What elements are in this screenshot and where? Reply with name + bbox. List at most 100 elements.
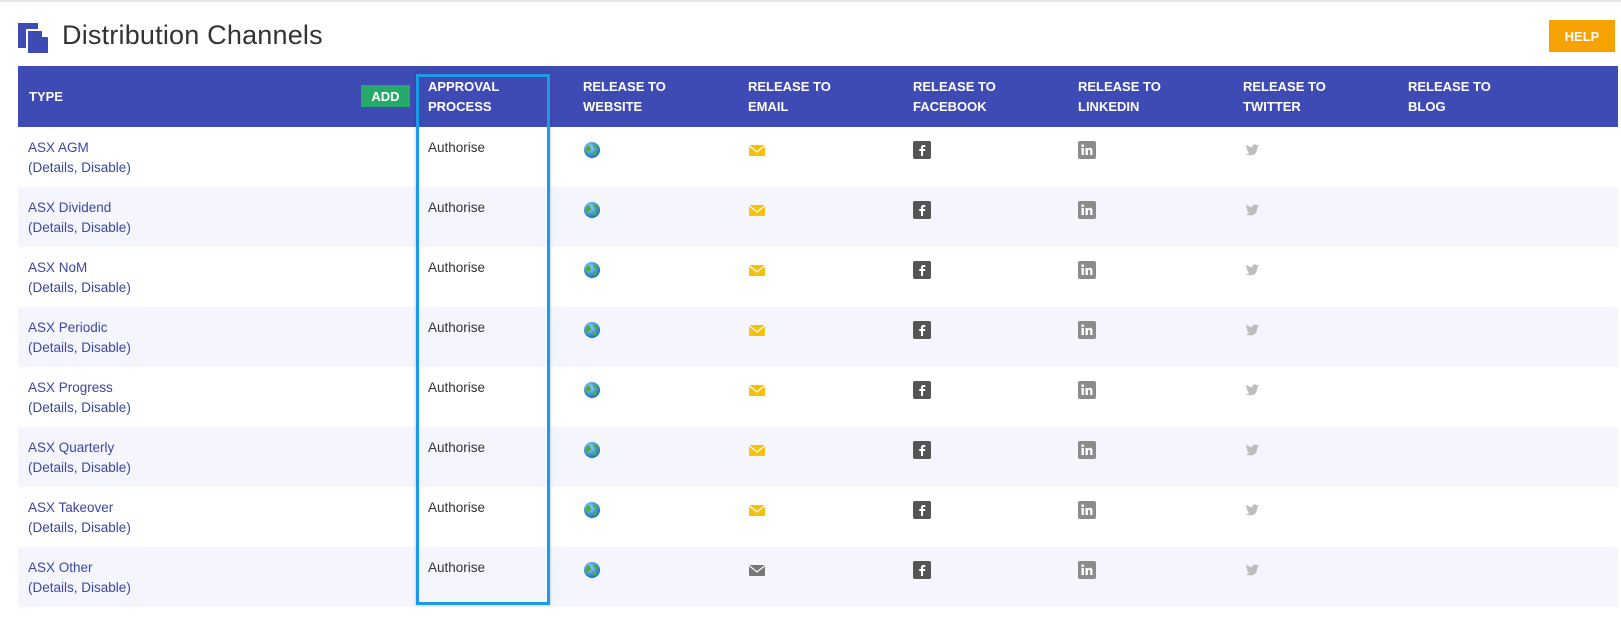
- channel-type-link[interactable]: ASX Dividend: [28, 200, 112, 215]
- table-row: ASX Quarterly (Details, Disable) Authorise: [18, 427, 1618, 487]
- details-link[interactable]: Details: [32, 520, 74, 535]
- approval-process-value: Authorise: [428, 380, 486, 395]
- envelope-icon[interactable]: [748, 565, 766, 582]
- disable-link[interactable]: Disable: [81, 160, 127, 175]
- type-cell: ASX Periodic (Details, Disable): [18, 307, 418, 367]
- disable-link[interactable]: Disable: [81, 520, 127, 535]
- table-row: ASX Dividend (Details, Disable) Authorise: [18, 187, 1618, 247]
- linkedin-cell: [1068, 247, 1233, 307]
- linkedin-icon[interactable]: [1078, 141, 1096, 162]
- envelope-icon[interactable]: [748, 145, 766, 162]
- approval-process-value: Authorise: [428, 260, 486, 275]
- twitter-cell: [1233, 127, 1398, 187]
- page-header: Distribution Channels HELP: [18, 18, 1618, 58]
- approval-cell: Authorise: [418, 187, 573, 247]
- linkedin-icon[interactable]: [1078, 501, 1096, 522]
- channel-type-link[interactable]: ASX NoM: [28, 260, 88, 275]
- disable-link[interactable]: Disable: [81, 220, 127, 235]
- channel-type-link[interactable]: ASX Periodic: [28, 320, 108, 335]
- details-link[interactable]: Details: [32, 340, 74, 355]
- table-row: ASX Takeover (Details, Disable) Authorise: [18, 487, 1618, 547]
- approval-process-value: Authorise: [428, 320, 486, 335]
- facebook-icon[interactable]: [913, 201, 931, 222]
- channel-type-link[interactable]: ASX Takeover: [28, 500, 114, 515]
- type-cell: ASX NoM (Details, Disable): [18, 247, 418, 307]
- website-cell: [573, 487, 738, 547]
- facebook-icon[interactable]: [913, 141, 931, 162]
- envelope-icon[interactable]: [748, 505, 766, 522]
- globe-icon[interactable]: [583, 382, 601, 402]
- envelope-icon[interactable]: [748, 445, 766, 462]
- twitter-cell: [1233, 427, 1398, 487]
- globe-icon[interactable]: [583, 562, 601, 582]
- envelope-icon[interactable]: [748, 325, 766, 342]
- details-link[interactable]: Details: [32, 220, 74, 235]
- details-link[interactable]: Details: [32, 580, 74, 595]
- table-header-row: TYPE ADD APPROVAL PROCESS RELEASE TO WEBSI…: [18, 66, 1618, 127]
- facebook-icon[interactable]: [913, 441, 931, 462]
- linkedin-icon[interactable]: [1078, 321, 1096, 342]
- twitter-icon[interactable]: [1243, 384, 1261, 402]
- linkedin-icon[interactable]: [1078, 441, 1096, 462]
- twitter-icon[interactable]: [1243, 204, 1261, 222]
- twitter-icon[interactable]: [1243, 444, 1261, 462]
- twitter-icon[interactable]: [1243, 264, 1261, 282]
- details-link[interactable]: Details: [32, 400, 74, 415]
- twitter-icon[interactable]: [1243, 504, 1261, 522]
- globe-icon[interactable]: [583, 142, 601, 162]
- disable-link[interactable]: Disable: [81, 340, 127, 355]
- linkedin-icon[interactable]: [1078, 201, 1096, 222]
- channel-type-link[interactable]: ASX AGM: [28, 140, 89, 155]
- twitter-icon[interactable]: [1243, 144, 1261, 162]
- add-button[interactable]: ADD: [361, 85, 410, 107]
- details-link[interactable]: Details: [32, 280, 74, 295]
- linkedin-icon[interactable]: [1078, 381, 1096, 402]
- blog-cell: [1398, 187, 1618, 247]
- website-cell: [573, 547, 738, 607]
- envelope-icon[interactable]: [748, 205, 766, 222]
- email-cell: [738, 307, 903, 367]
- details-link[interactable]: Details: [32, 460, 74, 475]
- globe-icon[interactable]: [583, 442, 601, 462]
- help-button[interactable]: HELP: [1549, 20, 1615, 52]
- facebook-icon[interactable]: [913, 321, 931, 342]
- disable-link[interactable]: Disable: [81, 280, 127, 295]
- twitter-cell: [1233, 367, 1398, 427]
- approval-process-value: Authorise: [428, 200, 486, 215]
- column-header-approval-process: APPROVAL PROCESS: [428, 78, 500, 114]
- facebook-icon[interactable]: [913, 501, 931, 522]
- row-actions: (Details, Disable): [28, 580, 131, 595]
- approval-cell: Authorise: [418, 307, 573, 367]
- row-actions: (Details, Disable): [28, 280, 131, 295]
- facebook-icon[interactable]: [913, 561, 931, 582]
- globe-icon[interactable]: [583, 202, 601, 222]
- linkedin-icon[interactable]: [1078, 561, 1096, 582]
- details-link[interactable]: Details: [32, 160, 74, 175]
- globe-icon[interactable]: [583, 262, 601, 282]
- globe-icon[interactable]: [583, 502, 601, 522]
- facebook-icon[interactable]: [913, 381, 931, 402]
- twitter-cell: [1233, 187, 1398, 247]
- disable-link[interactable]: Disable: [81, 580, 127, 595]
- envelope-icon[interactable]: [748, 265, 766, 282]
- disable-link[interactable]: Disable: [81, 460, 127, 475]
- blog-cell: [1398, 487, 1618, 547]
- column-header-release-to-twitter: RELEASE TO TWITTER: [1243, 78, 1326, 114]
- disable-link[interactable]: Disable: [81, 400, 127, 415]
- globe-icon[interactable]: [583, 322, 601, 342]
- twitter-icon[interactable]: [1243, 564, 1261, 582]
- facebook-cell: [903, 547, 1068, 607]
- linkedin-icon[interactable]: [1078, 261, 1096, 282]
- twitter-icon[interactable]: [1243, 324, 1261, 342]
- website-cell: [573, 187, 738, 247]
- channel-type-link[interactable]: ASX Quarterly: [28, 440, 115, 455]
- column-header-release-to-facebook: RELEASE TO FACEBOOK: [913, 78, 996, 114]
- linkedin-cell: [1068, 427, 1233, 487]
- linkedin-cell: [1068, 127, 1233, 187]
- channel-type-link[interactable]: ASX Progress: [28, 380, 113, 395]
- linkedin-cell: [1068, 187, 1233, 247]
- envelope-icon[interactable]: [748, 385, 766, 402]
- row-actions: (Details, Disable): [28, 400, 131, 415]
- channel-type-link[interactable]: ASX Other: [28, 560, 93, 575]
- facebook-icon[interactable]: [913, 261, 931, 282]
